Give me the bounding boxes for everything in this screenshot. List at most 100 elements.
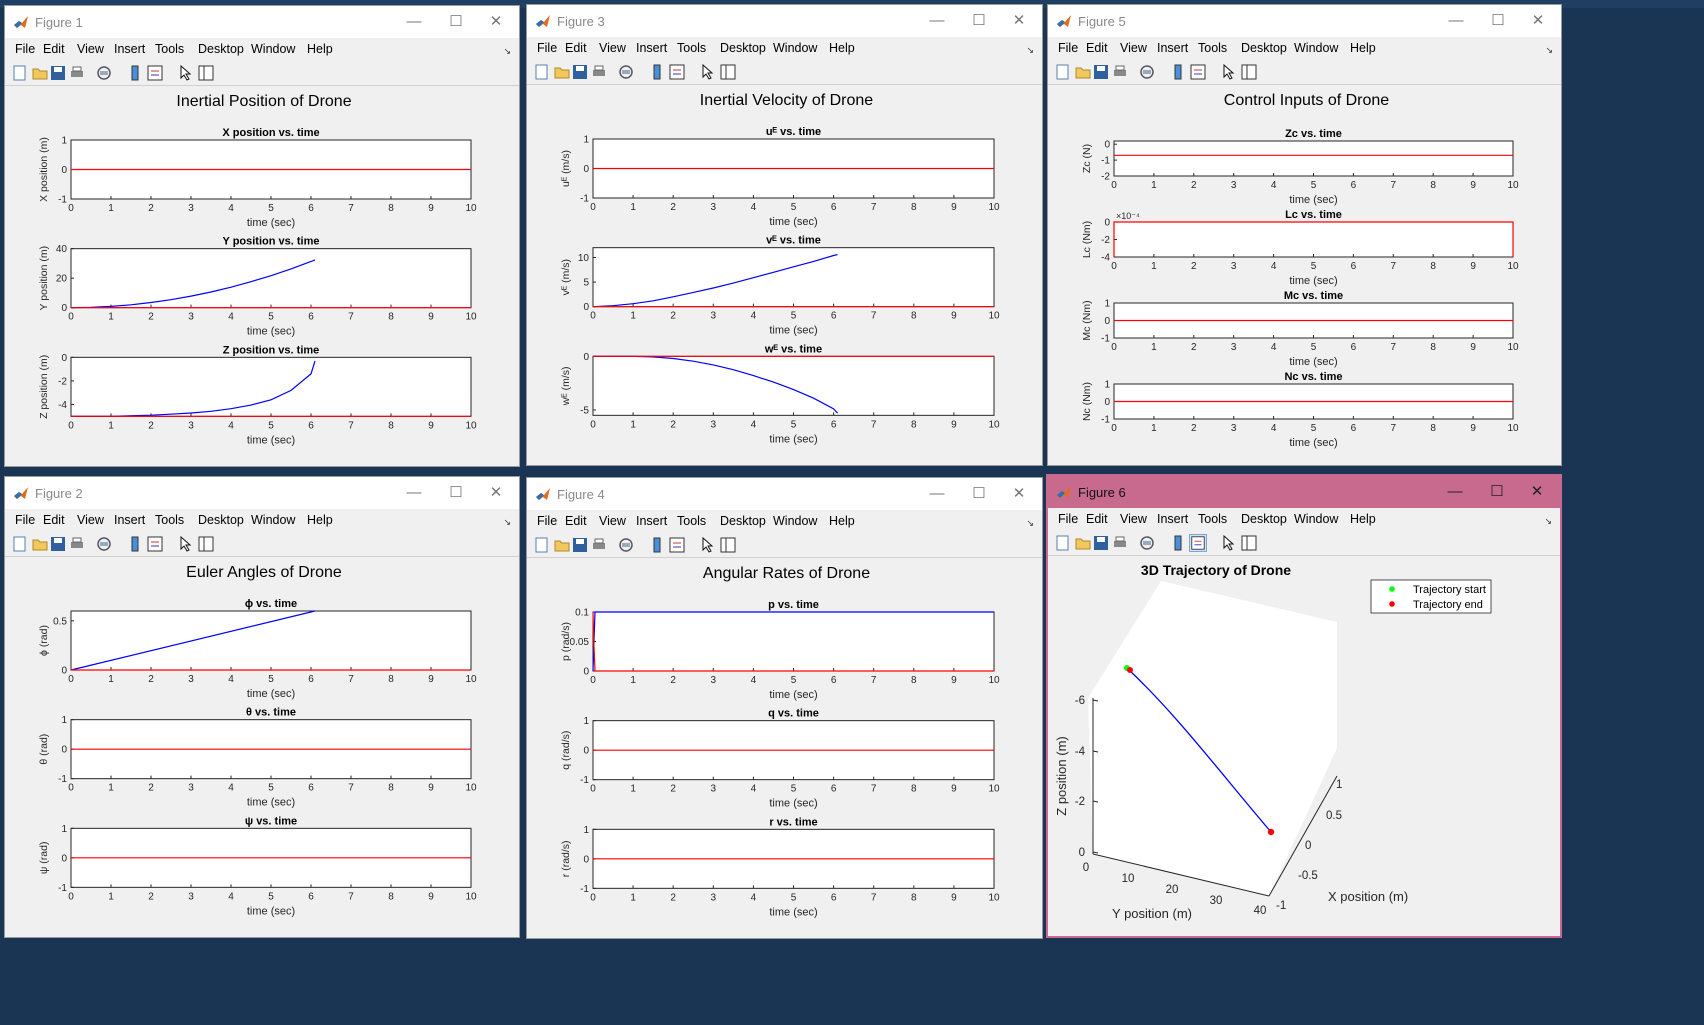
menu-insert[interactable]: Insert [1157,41,1189,55]
subplot-1[interactable]: 0 1 2 3 4 5 6 7 8 9 10 -2 -1 0 Zc vs. time time (sec) Zc… [1081,128,1519,206]
insert-legend-icon[interactable] [146,535,164,553]
menu-tools[interactable]: Tools [1198,512,1228,526]
dock-arrow-icon[interactable]: ↘ [1544,516,1552,526]
dock-arrow-icon[interactable]: ↘ [1026,45,1034,55]
menu-help[interactable]: Help [1350,41,1376,55]
menu-view[interactable]: View [1120,41,1147,55]
menu-window[interactable]: Window [773,41,818,55]
insert-colorbar-icon[interactable] [648,536,666,554]
close-button[interactable]: ✕ [1531,12,1545,29]
menu-tools[interactable]: Tools [155,42,185,56]
menu-window[interactable]: Window [1294,41,1339,55]
maximize-button[interactable]: ☐ [972,485,986,502]
subplot-2[interactable]: 0 1 2 3 4 5 6 7 8 9 10 0 5 10 vᴱ vs. time time (sec) vᴱ … [560,235,1000,337]
menu-file[interactable]: File [1058,41,1079,55]
close-button[interactable]: ✕ [1012,12,1026,29]
minimize-button[interactable]: — [929,12,945,29]
menu-file[interactable]: File [15,42,36,56]
figure-canvas[interactable]: Euler Angles of Drone 0 1 2 3 4 5 6 7 8 9 10 0 0.5 ϕ v… [5,557,519,937]
edit-plot-icon[interactable] [176,535,194,553]
property-editor-icon[interactable] [1240,534,1258,552]
menu-view[interactable]: View [599,41,626,55]
property-editor-icon[interactable] [719,536,737,554]
menu-window[interactable]: Window [1294,512,1339,526]
menu-insert[interactable]: Insert [114,513,146,527]
menu-tools[interactable]: Tools [155,513,185,527]
window-titlebar[interactable]: Figure 5 — ☐ ✕ [1048,5,1561,37]
maximize-button[interactable]: ☐ [449,484,463,501]
insert-colorbar-icon[interactable] [1169,63,1187,81]
edit-plot-icon[interactable] [1219,63,1237,81]
figure-canvas[interactable]: 3D Trajectory of Drone -6 -4 -2 0 0 10 20 30 40 1 0… [1048,556,1560,936]
link-plot-icon[interactable] [1138,63,1156,81]
menu-desktop[interactable]: Desktop [198,42,244,56]
window-titlebar[interactable]: Figure 2 — ☐ ✕ [5,477,519,509]
subplot-1[interactable]: 0 1 2 3 4 5 6 7 8 9 10 0 0.5 ϕ vs. time time (sec) ϕ (r… [38,598,477,700]
print-icon[interactable] [68,64,86,82]
save-icon[interactable] [49,64,67,82]
menu-edit[interactable]: Edit [1086,41,1108,55]
menu-help[interactable]: Help [829,514,855,528]
new-figure-icon[interactable] [11,535,29,553]
legend[interactable]: Trajectory start Trajectory end [1370,579,1492,614]
menu-insert[interactable]: Insert [636,514,668,528]
subplot-3[interactable]: 0 1 2 3 4 5 6 7 8 9 10 -4 -2 0 Z position vs. time time… [38,344,477,446]
subplot-2[interactable]: 0 1 2 3 4 5 6 7 8 9 10 0 20 40 Y position vs. time time… [38,236,477,338]
figure-canvas[interactable]: Inertial Velocity of Drone 0 1 2 3 4 5 6 7 8 9 10 -1… [527,85,1042,465]
close-button[interactable]: ✕ [1012,485,1026,502]
open-file-icon[interactable] [553,536,571,554]
save-icon[interactable] [571,536,589,554]
menu-help[interactable]: Help [307,513,333,527]
new-figure-icon[interactable] [1054,63,1072,81]
menu-window[interactable]: Window [251,513,296,527]
menu-edit[interactable]: Edit [565,514,587,528]
maximize-button[interactable]: ☐ [1491,12,1505,29]
link-plot-icon[interactable] [95,535,113,553]
property-editor-icon[interactable] [719,63,737,81]
new-figure-icon[interactable] [533,63,551,81]
menu-help[interactable]: Help [307,42,333,56]
print-icon[interactable] [590,536,608,554]
menu-edit[interactable]: Edit [565,41,587,55]
link-plot-icon[interactable] [95,64,113,82]
print-icon[interactable] [590,63,608,81]
menu-insert[interactable]: Insert [114,42,146,56]
menu-file[interactable]: File [537,514,558,528]
close-button[interactable]: ✕ [1530,483,1544,500]
open-file-icon[interactable] [1074,63,1092,81]
window-titlebar[interactable]: Figure 4 — ☐ ✕ [527,478,1042,510]
property-editor-icon[interactable] [197,64,215,82]
insert-colorbar-icon[interactable] [126,535,144,553]
menu-edit[interactable]: Edit [43,42,65,56]
insert-legend-icon[interactable] [1189,63,1207,81]
save-icon[interactable] [571,63,589,81]
menu-tools[interactable]: Tools [677,514,707,528]
close-button[interactable]: ✕ [489,484,503,501]
edit-plot-icon[interactable] [698,536,716,554]
edit-plot-icon[interactable] [698,63,716,81]
menu-help[interactable]: Help [829,41,855,55]
menu-desktop[interactable]: Desktop [720,514,766,528]
save-icon[interactable] [1092,63,1110,81]
dock-arrow-icon[interactable]: ↘ [1026,518,1034,528]
menu-view[interactable]: View [77,42,104,56]
window-titlebar[interactable]: Figure 6 — ☐ ✕ [1048,476,1560,508]
close-button[interactable]: ✕ [489,13,503,30]
menu-insert[interactable]: Insert [636,41,668,55]
menu-file[interactable]: File [1058,512,1079,526]
window-titlebar[interactable]: Figure 1 — ☐ ✕ [5,6,519,38]
figure-3-window[interactable]: Figure 3 — ☐ ✕ File Edit View Insert Tools Deskto… [526,4,1043,466]
new-figure-icon[interactable] [533,536,551,554]
dock-arrow-icon[interactable]: ↘ [1545,45,1553,55]
print-icon[interactable] [1111,63,1129,81]
insert-legend-icon[interactable] [668,63,686,81]
menu-desktop[interactable]: Desktop [720,41,766,55]
figure-4-window[interactable]: Figure 4 — ☐ ✕ File Edit View Insert Tools Deskto… [526,477,1043,939]
minimize-button[interactable]: — [406,484,422,501]
menu-edit[interactable]: Edit [1086,512,1108,526]
figure-canvas[interactable]: Control Inputs of Drone 0 1 2 3 4 5 6 7 8 9 10 -2 -1 0… [1048,85,1561,465]
